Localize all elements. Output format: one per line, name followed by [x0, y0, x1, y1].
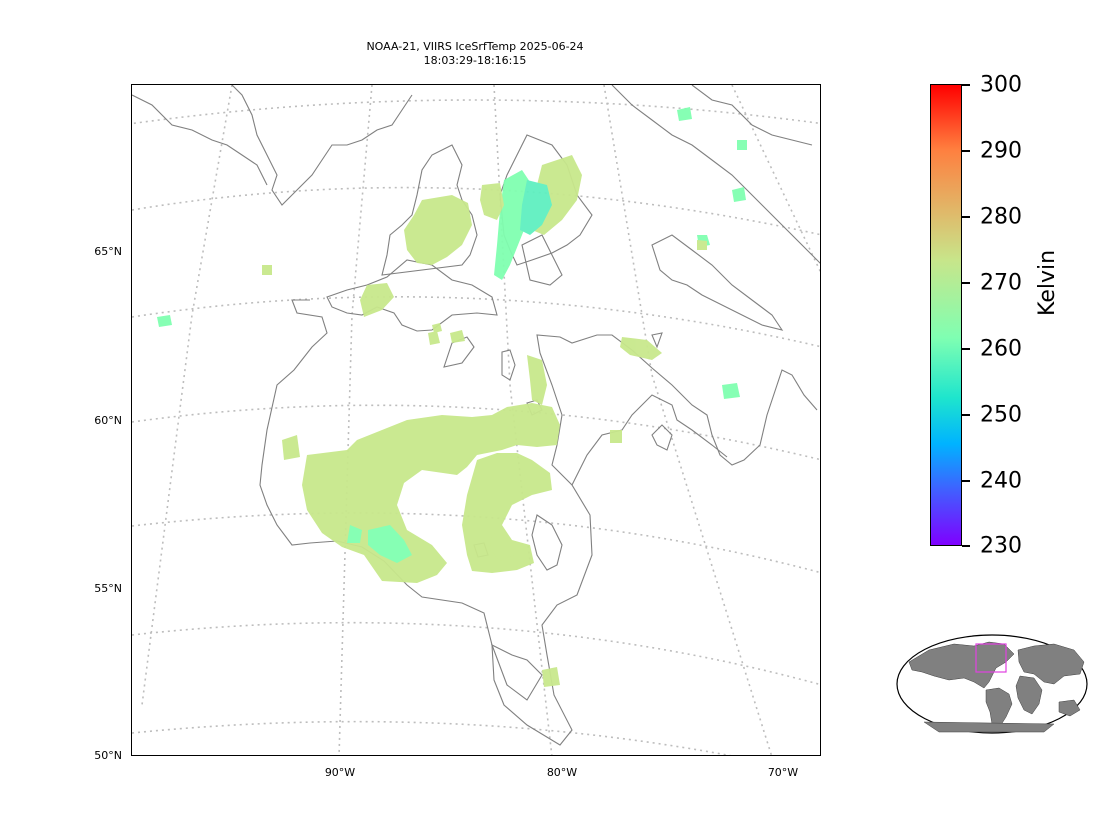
colorbar-tick — [962, 84, 970, 86]
lake-outline — [651, 424, 673, 451]
data-patch-small — [450, 330, 465, 343]
map-title: NOAA-21, VIIRS IceSrfTemp 2025-06-24 18:… — [240, 40, 710, 68]
melville-coast — [231, 85, 413, 206]
meridian-line — [493, 85, 553, 755]
baffin-east — [611, 85, 820, 264]
colorbar-label-250: 250 — [980, 402, 1022, 428]
title-line-1: NOAA-21, VIIRS IceSrfTemp 2025-06-24 — [366, 40, 584, 53]
world-locator-icon — [894, 632, 1090, 740]
data-patch-small — [677, 107, 692, 121]
colorbar-tick — [962, 348, 970, 350]
meridian-line — [603, 85, 773, 755]
colorbar-tick — [962, 282, 970, 284]
data-patch-foxe-basin — [404, 195, 472, 265]
data-patch-ungava — [527, 355, 547, 405]
data-patch-hudson-bay-west — [302, 403, 560, 583]
colorbar-label-240: 240 — [980, 468, 1022, 494]
island-coast — [443, 336, 475, 368]
data-patch-foxe-basin-cool — [494, 170, 532, 280]
colorbar-tick — [962, 150, 970, 152]
ice-surface-data — [157, 107, 747, 687]
colorbar-tick — [962, 480, 970, 482]
southampton-island — [326, 259, 498, 332]
parallel-line — [132, 621, 820, 686]
data-patch-cool — [368, 525, 412, 563]
quebec-inner — [490, 643, 543, 701]
data-patch-small — [428, 331, 440, 345]
lon-label-90w: 90°W — [324, 766, 356, 779]
lon-label-80w: 80°W — [546, 766, 578, 779]
coats-island — [651, 332, 663, 349]
parallel-line — [132, 296, 820, 348]
colorbar-tick — [962, 545, 970, 547]
parallel-line — [132, 99, 820, 125]
map-panel[interactable] — [131, 84, 821, 756]
data-patch-small — [737, 140, 747, 150]
lake-region — [531, 514, 563, 571]
locator-highlight-box — [975, 643, 1007, 673]
east-islands — [691, 85, 813, 146]
meridian-line — [338, 85, 373, 755]
data-patch-baffin-cool — [520, 180, 552, 235]
data-patch-small — [542, 667, 560, 687]
data-patch-small — [157, 315, 172, 327]
colorbar-title: Kelvin — [1035, 249, 1060, 316]
lat-label-65: 65°N — [94, 245, 122, 258]
baffin-middle — [651, 234, 784, 331]
baffin-inner — [521, 234, 563, 286]
coastlines — [132, 85, 820, 746]
colorbar — [930, 84, 962, 546]
data-patch-small — [722, 383, 740, 399]
colorbar-tick — [962, 216, 970, 218]
parallel-line — [132, 720, 732, 755]
hudson-bay-coast — [259, 299, 818, 746]
lat-label-50: 50°N — [94, 749, 122, 762]
lat-label-60: 60°N — [94, 414, 122, 427]
data-patch-small — [262, 265, 272, 275]
data-patch-southampton — [360, 283, 394, 317]
map-canvas — [132, 85, 820, 755]
island-coast — [501, 349, 516, 381]
colorbar-tick — [962, 414, 970, 416]
meridian-line — [141, 85, 233, 706]
data-patch-small — [697, 240, 707, 250]
data-patch-small — [610, 430, 622, 443]
ungava-coast — [571, 394, 728, 486]
meridian-line — [731, 85, 820, 273]
northwest-coast — [132, 94, 268, 186]
parallel-line — [132, 404, 820, 461]
data-patch-small — [732, 187, 746, 202]
graticule — [132, 85, 820, 755]
title-line-2: 18:03:29-18:16:15 — [423, 54, 527, 67]
data-patch-small — [282, 435, 300, 460]
colorbar-label-300: 300 — [980, 72, 1022, 98]
data-patch-small — [432, 323, 442, 333]
data-patch-foxe-north — [480, 183, 504, 220]
data-patch-cool — [347, 525, 362, 543]
lat-label-55: 55°N — [94, 582, 122, 595]
data-patch-small — [512, 413, 524, 427]
colorbar-label-260: 260 — [980, 336, 1022, 362]
foxe-basin-coast — [381, 144, 478, 276]
lon-label-70w: 70°W — [767, 766, 799, 779]
colorbar-label-280: 280 — [980, 204, 1022, 230]
colorbar-label-230: 230 — [980, 533, 1022, 559]
colorbar-label-290: 290 — [980, 138, 1022, 164]
parallel-line — [132, 186, 820, 236]
data-patch-hudson-strait-east — [620, 337, 662, 360]
data-patch-james-bay — [490, 533, 514, 561]
colorbar-label-270: 270 — [980, 270, 1022, 296]
data-patch-hudson-bay-east — [462, 453, 552, 573]
